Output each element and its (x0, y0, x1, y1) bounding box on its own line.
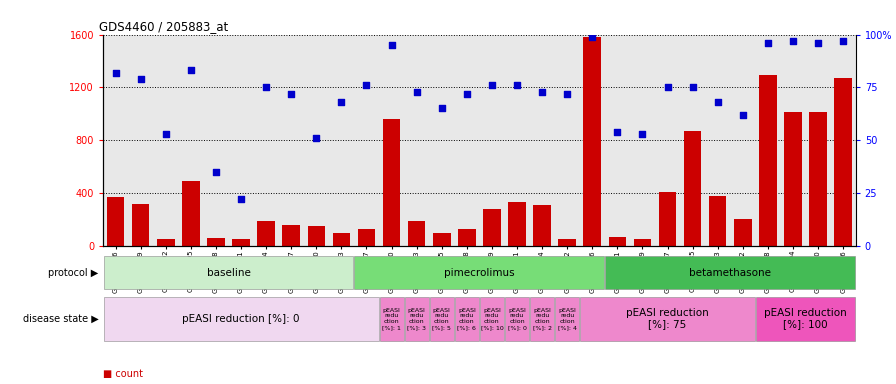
Bar (834, 78, 852, 246)
Bar (104, 296, 378, 341)
Text: pEASI
redu
ction
[%]: 10: pEASI redu ction [%]: 10 (480, 308, 504, 330)
Bar (307, 226, 325, 246)
Bar (455, 296, 478, 341)
Bar (533, 205, 551, 246)
Bar (734, 219, 752, 246)
Bar (709, 195, 727, 246)
Point (384, 42, 399, 48)
Point (585, 34, 599, 40)
Bar (157, 239, 175, 246)
Bar (606, 257, 855, 289)
Bar (759, 76, 777, 246)
Bar (383, 119, 401, 246)
Text: pimecrolimus: pimecrolimus (444, 268, 514, 278)
Text: pEASI
redu
ction
[%]: 2: pEASI redu ction [%]: 2 (532, 308, 552, 330)
Point (234, 196, 248, 202)
Bar (408, 221, 426, 246)
Point (510, 82, 524, 88)
Text: disease state ▶: disease state ▶ (22, 314, 99, 324)
Bar (232, 239, 250, 246)
Point (359, 82, 374, 88)
Point (460, 91, 474, 97)
Bar (430, 296, 453, 341)
Bar (257, 221, 275, 246)
Bar (480, 296, 504, 341)
Text: ■ count: ■ count (103, 369, 143, 379)
Point (409, 89, 424, 95)
Bar (756, 296, 855, 341)
Point (259, 84, 273, 91)
Point (811, 40, 825, 46)
Bar (405, 296, 428, 341)
Point (535, 89, 549, 95)
Bar (358, 228, 375, 246)
Text: pEASI
redu
ction
[%]: 0: pEASI redu ction [%]: 0 (507, 308, 527, 330)
Bar (207, 238, 225, 246)
Bar (684, 131, 702, 246)
Text: pEASI
redu
ction
[%]: 3: pEASI redu ction [%]: 3 (407, 308, 426, 330)
Text: pEASI reduction
[%]: 100: pEASI reduction [%]: 100 (764, 308, 847, 329)
Point (685, 84, 700, 91)
Point (284, 91, 298, 97)
Point (309, 135, 323, 141)
Bar (608, 237, 626, 246)
Bar (583, 37, 601, 246)
Text: pEASI
redu
ction
[%]: 6: pEASI redu ction [%]: 6 (457, 308, 477, 330)
Text: pEASI
redu
ction
[%]: 5: pEASI redu ction [%]: 5 (432, 308, 452, 330)
Point (134, 76, 148, 82)
Point (786, 38, 800, 44)
Bar (505, 296, 529, 341)
Bar (581, 296, 754, 341)
Point (560, 91, 574, 97)
Point (736, 112, 750, 118)
Text: pEASI
redu
ction
[%]: 4: pEASI redu ction [%]: 4 (557, 308, 577, 330)
Point (184, 68, 198, 74)
Point (711, 99, 725, 105)
Bar (556, 296, 579, 341)
Text: betamethasone: betamethasone (689, 268, 771, 278)
Bar (659, 192, 676, 246)
Text: pEASI reduction [%]: 0: pEASI reduction [%]: 0 (182, 314, 300, 324)
Bar (809, 113, 827, 246)
Bar (355, 257, 604, 289)
Point (159, 131, 173, 137)
Point (108, 70, 123, 76)
Bar (332, 233, 350, 246)
Bar (104, 257, 353, 289)
Point (761, 40, 775, 46)
Text: GDS4460 / 205883_at: GDS4460 / 205883_at (99, 20, 228, 33)
Text: pEASI reduction
[%]: 75: pEASI reduction [%]: 75 (626, 308, 709, 329)
Text: baseline: baseline (207, 268, 250, 278)
Bar (433, 233, 451, 246)
Bar (182, 181, 200, 246)
Bar (458, 228, 476, 246)
Text: protocol ▶: protocol ▶ (48, 268, 99, 278)
Point (610, 129, 625, 135)
Bar (132, 204, 150, 246)
Bar (558, 239, 576, 246)
Point (485, 82, 499, 88)
Bar (380, 296, 403, 341)
Point (334, 99, 349, 105)
Text: pEASI
redu
ction
[%]: 1: pEASI redu ction [%]: 1 (382, 308, 401, 330)
Bar (483, 209, 501, 246)
Bar (107, 197, 125, 246)
Point (660, 84, 675, 91)
Bar (784, 113, 802, 246)
Bar (282, 225, 300, 246)
Bar (508, 202, 526, 246)
Bar (530, 296, 554, 341)
Point (209, 169, 223, 175)
Point (435, 106, 449, 112)
Point (836, 38, 850, 44)
Point (635, 131, 650, 137)
Bar (633, 239, 651, 246)
